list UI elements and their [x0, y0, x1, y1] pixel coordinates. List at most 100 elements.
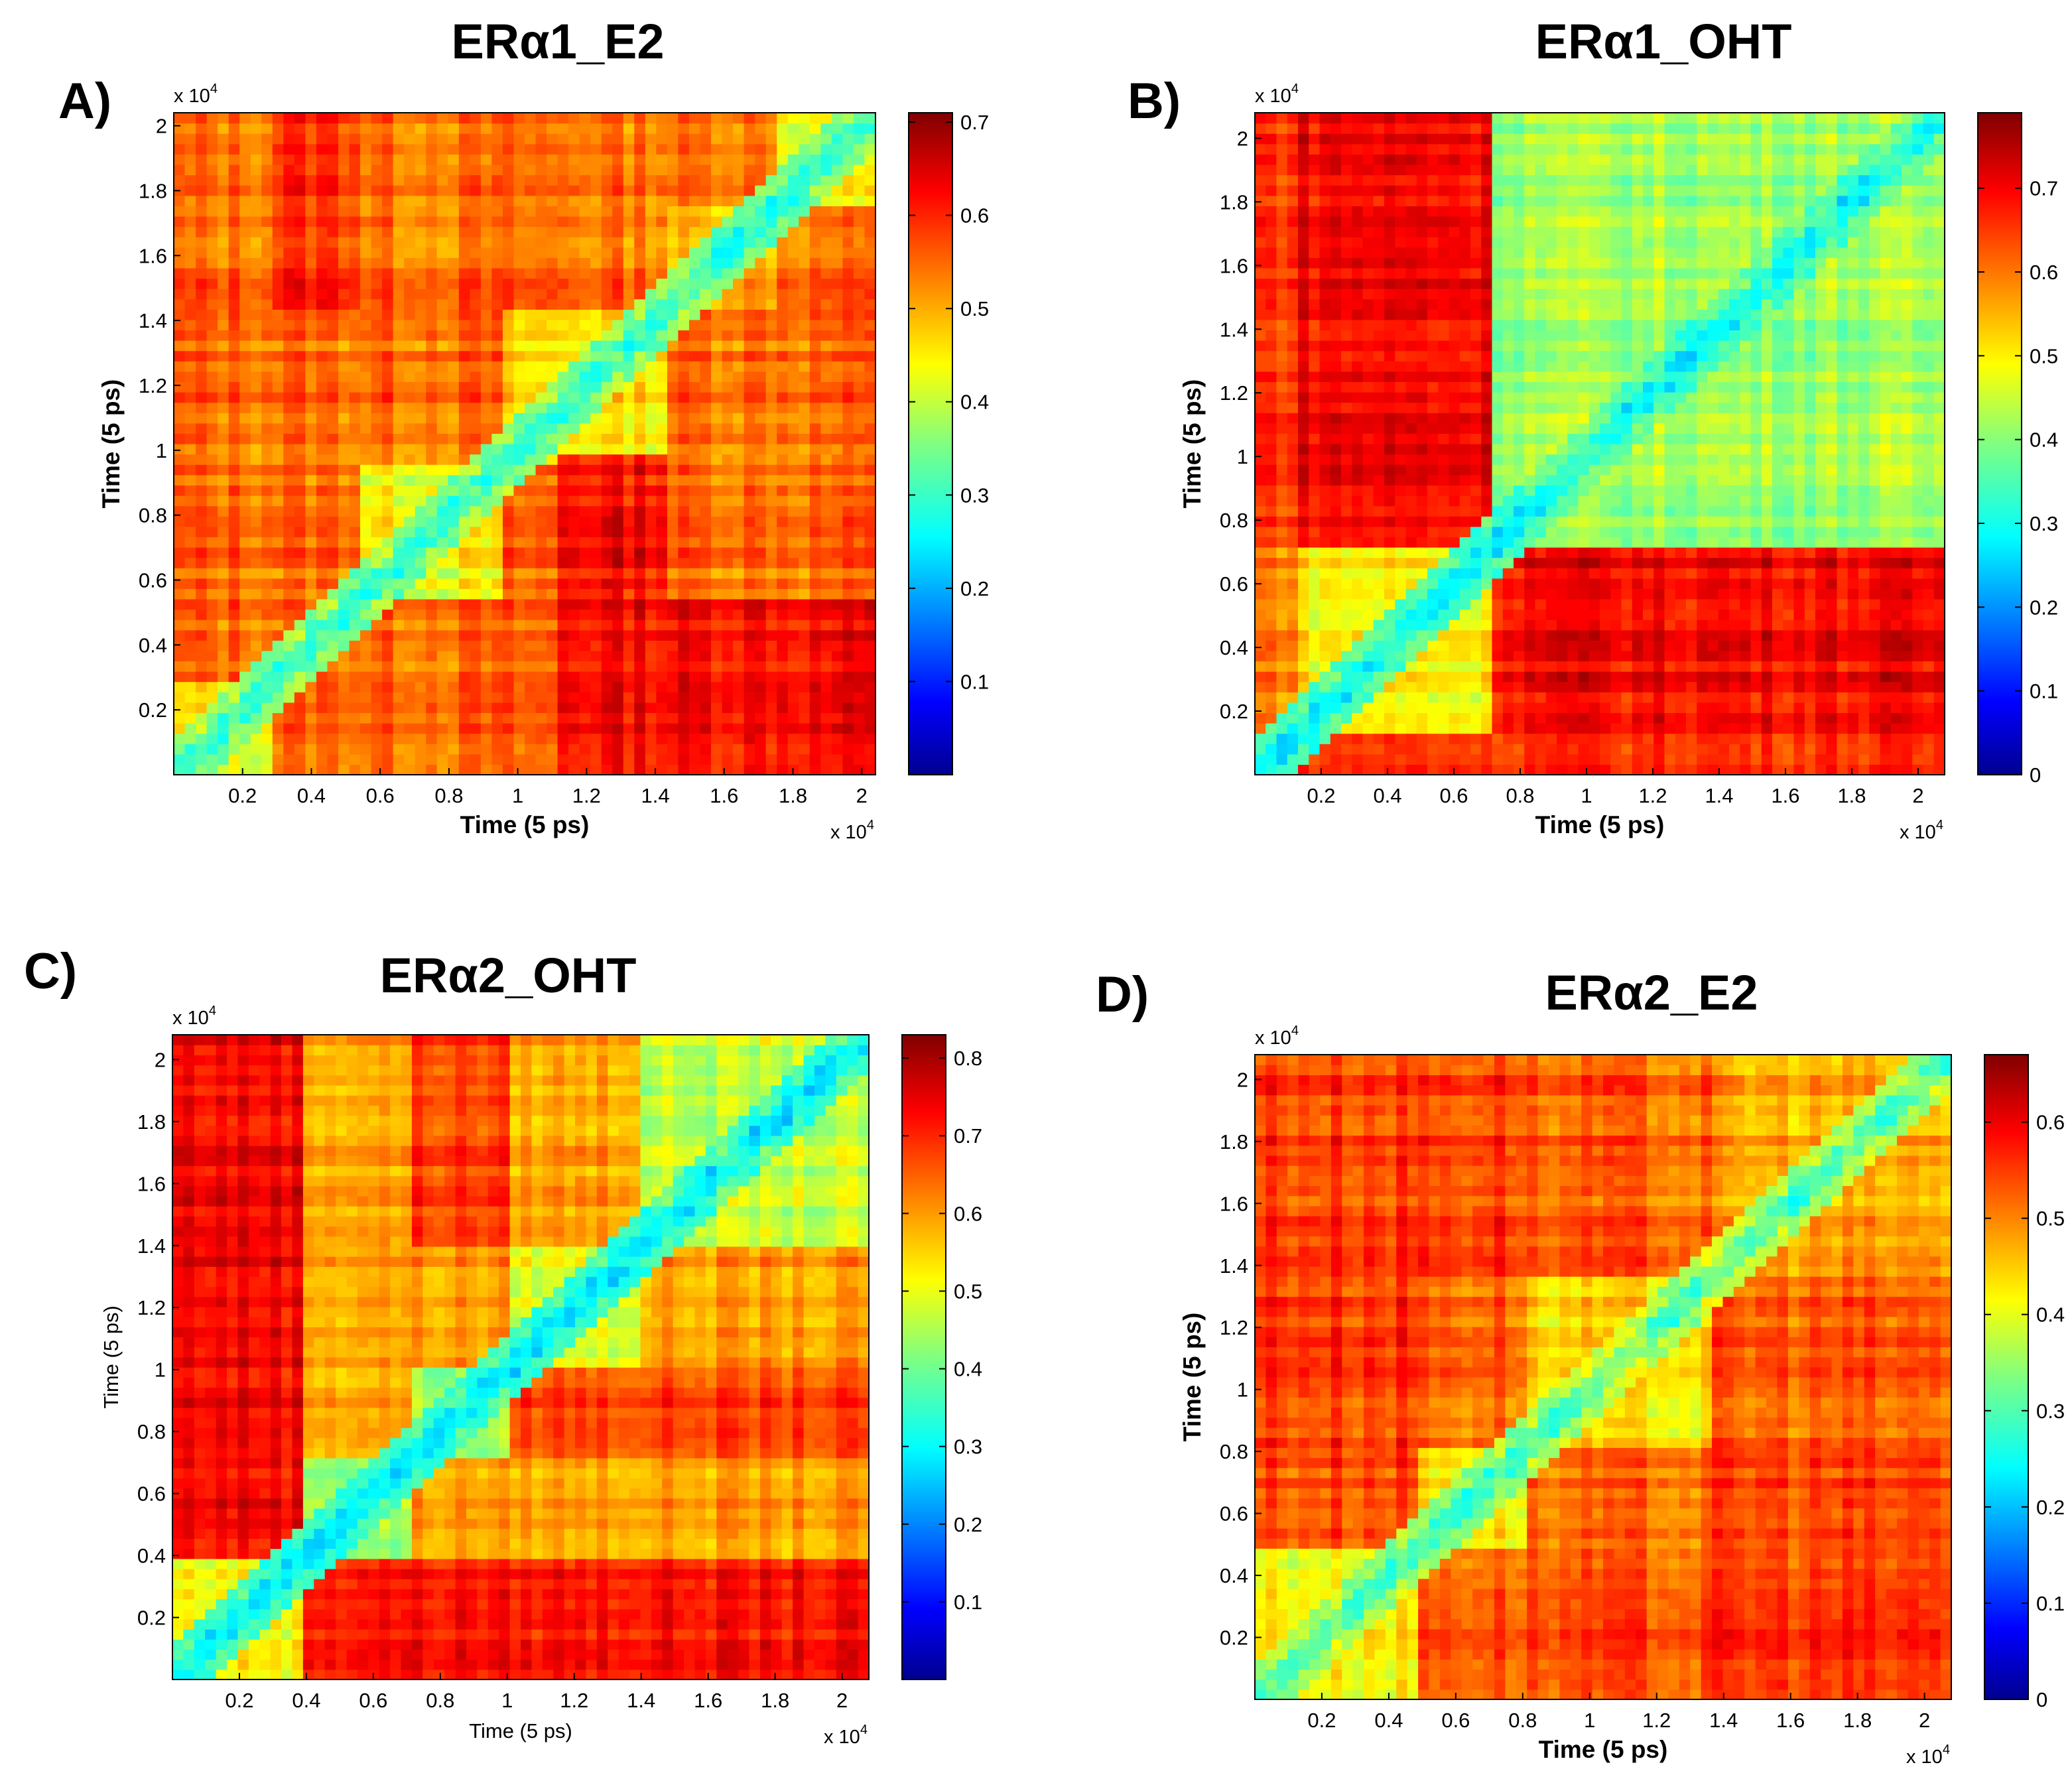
- heatmap-cell: [196, 444, 208, 455]
- heatmap-cell: [436, 278, 448, 289]
- heatmap-cell: [349, 319, 361, 331]
- heatmap-cell: [513, 392, 525, 403]
- heatmap-cell: [568, 609, 580, 620]
- heatmap-cell: [777, 289, 789, 300]
- heatmap-cell: [1330, 505, 1342, 517]
- heatmap-cell: [382, 195, 394, 206]
- heatmap-cell: [1309, 557, 1321, 568]
- heatmap-cell: [864, 702, 876, 714]
- heatmap-cell: [765, 464, 777, 476]
- heatmap-cell: [809, 226, 821, 237]
- heatmap-cell: [480, 319, 493, 331]
- heatmap-cell: [228, 247, 240, 258]
- heatmap-cell: [393, 174, 405, 186]
- heatmap-cell: [1276, 298, 1288, 310]
- heatmap-cell: [349, 495, 361, 507]
- heatmap-cell: [656, 154, 668, 165]
- heatmap-cell: [820, 143, 832, 155]
- heatmap-cell: [799, 537, 810, 548]
- heatmap-cell: [820, 392, 832, 403]
- heatmap-cell: [206, 733, 218, 744]
- heatmap-cell: [787, 402, 799, 413]
- heatmap-cell: [744, 516, 755, 527]
- heatmap-cell: [502, 113, 515, 124]
- heatmap-cell: [755, 733, 767, 744]
- heatmap-cell: [787, 588, 799, 600]
- heatmap-cell: [547, 257, 558, 269]
- heatmap-cell: [371, 113, 383, 124]
- heatmap-cell: [1319, 257, 1331, 269]
- heatmap-cell: [371, 267, 383, 279]
- heatmap-cell: [667, 495, 679, 507]
- heatmap-cell: [316, 526, 328, 537]
- heatmap-cell: [525, 444, 537, 455]
- heatmap-cell: [733, 444, 745, 455]
- heatmap-cell: [799, 578, 810, 589]
- heatmap-cell: [349, 402, 361, 413]
- heatmap-cell: [1298, 371, 1309, 383]
- heatmap-cell: [382, 650, 394, 662]
- heatmap-cell: [1298, 547, 1309, 559]
- heatmap-cell: [667, 298, 679, 310]
- heatmap-cell: [239, 733, 251, 744]
- heatmap-cell: [612, 371, 624, 383]
- heatmap-cell: [1319, 495, 1331, 507]
- heatmap-cell: [842, 381, 854, 393]
- heatmap-cell: [458, 340, 470, 352]
- heatmap-cell: [360, 744, 372, 755]
- heatmap-cell: [184, 702, 196, 714]
- heatmap-cell: [513, 298, 525, 310]
- heatmap-cell: [338, 216, 350, 228]
- heatmap-cell: [1319, 723, 1331, 734]
- heatmap-cell: [1373, 620, 1385, 631]
- heatmap-cell: [1265, 381, 1277, 393]
- heatmap-cell: [1352, 712, 1364, 724]
- heatmap-cell: [623, 692, 635, 703]
- heatmap-cell: [799, 495, 810, 507]
- heatmap-cell: [206, 226, 218, 237]
- heatmap-cell: [787, 661, 799, 672]
- heatmap-cell: [218, 526, 229, 537]
- heatmap-cell: [547, 267, 558, 279]
- heatmap-cell: [864, 681, 876, 692]
- heatmap-cell: [327, 505, 339, 517]
- heatmap-cell: [480, 526, 493, 537]
- heatmap-cell: [327, 754, 339, 765]
- heatmap-cell: [809, 702, 821, 714]
- heatmap-cell: [842, 744, 854, 755]
- heatmap-cell: [831, 702, 844, 714]
- heatmap-cell: [1352, 350, 1364, 362]
- heatmap-cell: [239, 423, 251, 434]
- heatmap-cell: [688, 547, 701, 559]
- heatmap-cell: [1330, 330, 1342, 341]
- heatmap-cell: [535, 537, 547, 548]
- heatmap-cell: [228, 113, 240, 124]
- heatmap-cell: [1298, 113, 1309, 124]
- panel-a: ERα1_E2A)0.2 0.4 0.6 0.8 1 1.2 1.4 1.6 1.8 20.20.…: [58, 14, 989, 843]
- heatmap-cell: [678, 744, 690, 755]
- heatmap-cell: [547, 413, 558, 424]
- heatmap-cell: [842, 537, 854, 548]
- heatmap-cell: [634, 464, 646, 476]
- heatmap-cell: [799, 371, 810, 383]
- panel-letter: B): [1128, 73, 1181, 129]
- heatmap-cell: [1362, 557, 1374, 568]
- heatmap-cell: [547, 744, 558, 755]
- heatmap-cell: [305, 361, 317, 372]
- heatmap-cell: [700, 764, 712, 775]
- heatmap-cell: [667, 195, 679, 206]
- heatmap-cell: [294, 164, 306, 176]
- heatmap-cell: [722, 113, 734, 124]
- heatmap-cell: [568, 206, 580, 217]
- heatmap-cell: [184, 371, 196, 383]
- heatmap-cell: [787, 598, 799, 610]
- heatmap-cell: [601, 495, 613, 507]
- heatmap-cell: [568, 640, 580, 651]
- heatmap-cell: [1362, 371, 1374, 383]
- heatmap-cell: [547, 206, 558, 217]
- heatmap-cell: [1309, 568, 1321, 579]
- heatmap-cell: [327, 319, 339, 331]
- heatmap-cell: [272, 257, 284, 269]
- heatmap-cell: [480, 568, 493, 579]
- heatmap-cell: [535, 547, 547, 559]
